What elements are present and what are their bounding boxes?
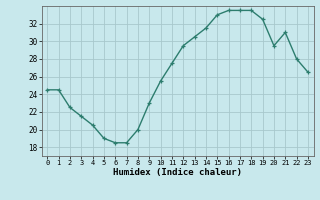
X-axis label: Humidex (Indice chaleur): Humidex (Indice chaleur) (113, 168, 242, 177)
